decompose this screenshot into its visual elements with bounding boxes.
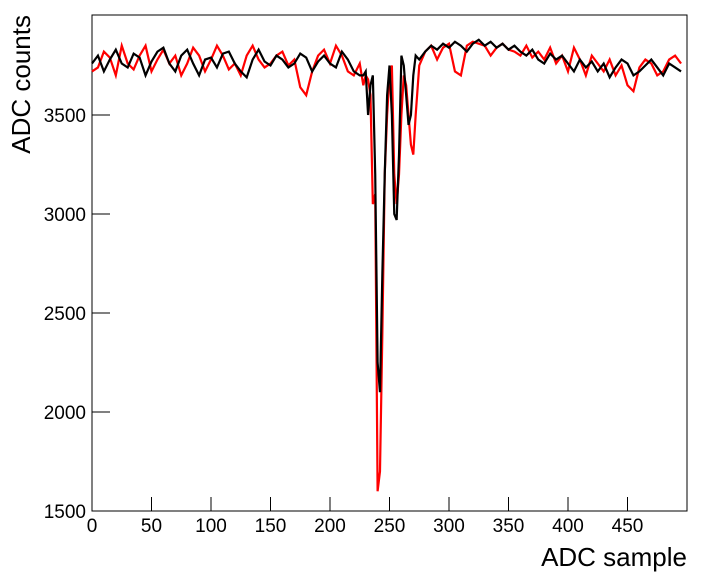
- x-tick-label: 300: [433, 516, 465, 537]
- y-tick-label: 2000: [44, 403, 86, 424]
- x-tick-label: 150: [255, 516, 287, 537]
- x-axis-title: ADC sample: [541, 542, 687, 572]
- x-tick-label: 50: [141, 516, 162, 537]
- y-tick-label: 1500: [44, 502, 86, 523]
- series-line: [91, 38, 682, 393]
- series-line: [91, 40, 682, 492]
- x-tick-label: 450: [612, 516, 644, 537]
- x-tick-label: 0: [87, 516, 98, 537]
- x-tick-label: 250: [374, 516, 406, 537]
- y-tick-label: 2500: [44, 304, 86, 325]
- x-tick-label: 400: [552, 516, 584, 537]
- y-axis-title: ADC counts: [6, 15, 36, 154]
- y-tick-label: 3000: [44, 205, 86, 226]
- x-tick-label: 200: [314, 516, 346, 537]
- y-tick-label: 3500: [44, 106, 86, 127]
- x-tick-label: 100: [195, 516, 227, 537]
- x-tick-label: 350: [493, 516, 525, 537]
